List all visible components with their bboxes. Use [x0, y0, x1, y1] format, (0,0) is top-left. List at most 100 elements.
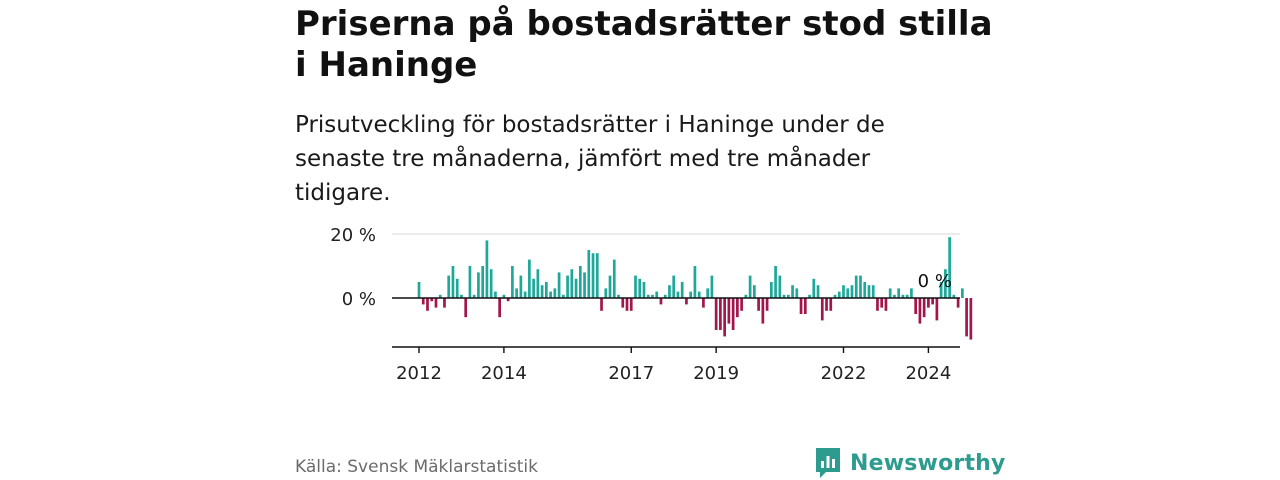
bar	[638, 278, 642, 298]
bar	[680, 282, 684, 298]
bar	[905, 294, 909, 298]
bar	[901, 294, 905, 298]
bar	[523, 291, 527, 298]
bar	[837, 291, 841, 298]
bar	[893, 294, 896, 298]
bar	[426, 298, 429, 311]
bar	[969, 298, 973, 340]
chart-title: Priserna på bostadsrätter stod stilla i …	[295, 4, 993, 85]
bar	[434, 298, 438, 308]
bar	[549, 291, 552, 298]
bar	[961, 288, 964, 298]
brand-logo: Newsworthy	[814, 446, 1006, 480]
brand-name: Newsworthy	[850, 450, 1006, 476]
bar	[438, 294, 442, 298]
y-tick-label: 0 %	[342, 289, 376, 310]
bar	[472, 294, 476, 298]
bar	[421, 298, 425, 305]
bar	[769, 282, 773, 298]
bar	[646, 294, 650, 298]
bar	[574, 278, 578, 298]
bar	[528, 259, 531, 298]
bar	[918, 298, 922, 324]
x-tick-label: 2017	[608, 363, 654, 384]
bar	[587, 250, 591, 298]
bar	[753, 285, 756, 298]
chart-subtitle: Prisutveckling för bostadsrätter i Hanin…	[295, 112, 885, 206]
bar	[736, 298, 739, 318]
bar	[685, 298, 688, 305]
bar	[965, 298, 968, 337]
bar	[612, 259, 616, 298]
bar	[634, 275, 637, 298]
bar	[693, 266, 697, 298]
bar	[939, 282, 943, 298]
latest-value-label: 0 %	[918, 271, 952, 292]
bar	[566, 275, 569, 298]
bar	[740, 298, 743, 311]
bar	[443, 298, 446, 308]
bar	[744, 294, 748, 298]
bar	[710, 275, 714, 298]
bar	[540, 285, 544, 298]
bar	[723, 298, 726, 337]
bar	[774, 266, 777, 298]
bar	[570, 269, 574, 298]
bar	[778, 275, 782, 298]
bar	[799, 298, 803, 314]
bar	[706, 288, 710, 298]
bar	[489, 269, 493, 298]
bar	[557, 272, 561, 298]
bar	[702, 298, 705, 308]
bar	[829, 298, 833, 311]
bar	[515, 288, 518, 298]
bar	[927, 298, 930, 308]
x-tick-label: 2019	[693, 363, 739, 384]
bar	[782, 294, 786, 298]
bar	[876, 298, 879, 311]
bar	[460, 294, 463, 298]
bar	[608, 275, 612, 298]
bar	[668, 285, 671, 298]
bar	[761, 298, 765, 324]
bar	[757, 298, 760, 311]
bar	[655, 291, 659, 298]
bar	[642, 282, 646, 298]
source-note: Källa: Svensk Mäklarstatistik	[295, 457, 538, 477]
x-tick-label: 2022	[821, 363, 867, 384]
bar	[468, 266, 472, 298]
bar	[808, 294, 811, 298]
bar	[846, 288, 850, 298]
bar	[714, 298, 718, 330]
bar	[494, 291, 497, 298]
bar	[532, 278, 535, 298]
bar	[816, 285, 820, 298]
bar	[833, 294, 837, 298]
bar	[795, 288, 799, 298]
bar	[812, 278, 816, 298]
bar	[651, 294, 654, 298]
bar	[451, 266, 455, 298]
bar	[880, 298, 884, 308]
bar	[731, 298, 735, 330]
x-tick-label: 2014	[481, 363, 527, 384]
bar	[625, 298, 629, 311]
x-tick-label: 2024	[905, 363, 951, 384]
bar	[676, 291, 680, 298]
bar	[672, 275, 676, 298]
bar	[948, 237, 951, 298]
bar	[888, 288, 892, 298]
bar	[786, 294, 790, 298]
bar	[791, 285, 794, 298]
bar	[867, 285, 871, 298]
bar	[604, 288, 608, 298]
bar	[481, 266, 485, 298]
bar	[859, 275, 862, 298]
bar	[659, 298, 663, 305]
bar	[629, 298, 633, 311]
bar	[621, 298, 625, 308]
newsworthy-logo-icon	[816, 448, 840, 478]
bar	[935, 298, 939, 321]
bar	[871, 285, 875, 298]
